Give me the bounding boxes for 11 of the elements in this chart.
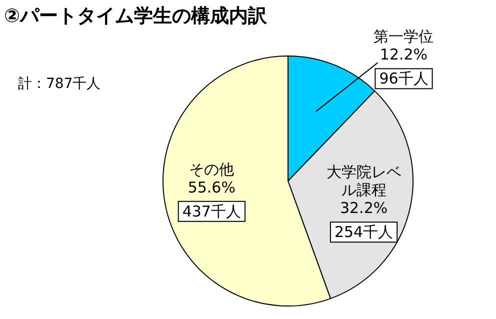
- text: 計：787千人: [18, 76, 101, 92]
- text: 32.2%: [340, 199, 388, 218]
- data-label: 437千人: [182, 202, 241, 220]
- chart-title: ②パートタイム学生の構成内訳: [4, 5, 268, 27]
- text: 12.2%: [380, 46, 428, 64]
- text: 55.6%: [188, 178, 236, 196]
- data-label: 96千人: [379, 70, 428, 88]
- slice-label: 第一学位: [374, 28, 434, 46]
- slice-label: 大学院レベル課程: [326, 163, 402, 200]
- slice-label: その他: [189, 160, 234, 178]
- data-label: 254千人: [334, 223, 394, 242]
